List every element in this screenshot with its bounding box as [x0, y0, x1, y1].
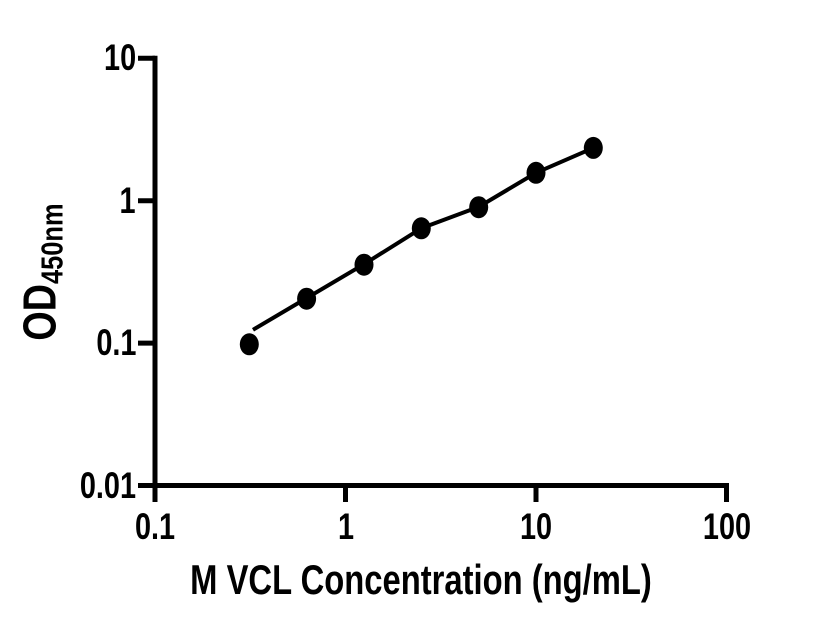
data-point	[239, 333, 259, 356]
data-point	[583, 136, 603, 159]
data-point	[354, 253, 374, 276]
data-point	[411, 217, 431, 240]
data-point	[297, 287, 317, 310]
x-tick-label: 100	[702, 506, 751, 547]
x-tick-label: 1	[337, 506, 354, 547]
y-tick-label: 1	[119, 179, 136, 221]
x-tick-label: 0.1	[134, 506, 176, 547]
x-axis-title: M VCL Concentration (ng/mL)	[125, 556, 717, 604]
y-tick-label: 0.01	[79, 464, 136, 506]
y-tick-label: 10	[103, 37, 136, 79]
y-tick-label: 0.1	[95, 322, 136, 364]
data-point	[469, 196, 489, 219]
x-axis-title-text: M VCL Concentration (ng/mL)	[190, 556, 652, 603]
data-point	[526, 161, 546, 184]
x-tick-label: 10	[519, 506, 553, 547]
